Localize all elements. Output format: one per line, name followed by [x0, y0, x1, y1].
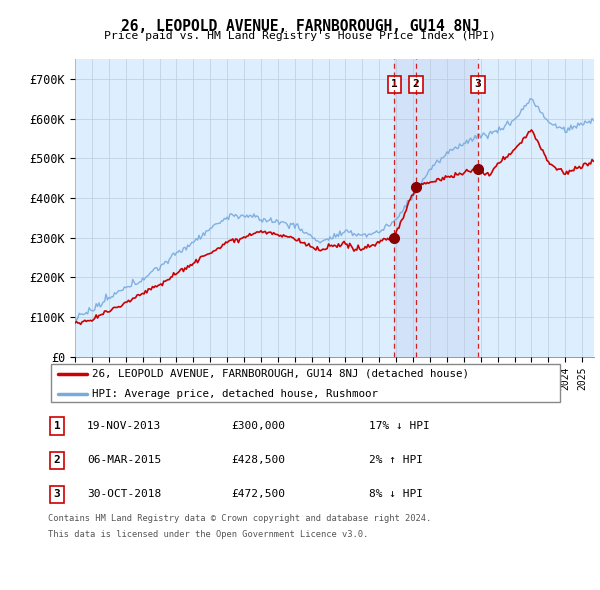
Text: 3: 3 — [475, 79, 481, 89]
Text: HPI: Average price, detached house, Rushmoor: HPI: Average price, detached house, Rush… — [92, 389, 378, 398]
Bar — [394, 59, 478, 357]
Text: 17% ↓ HPI: 17% ↓ HPI — [369, 421, 430, 431]
Text: 2: 2 — [53, 455, 61, 465]
Text: £472,500: £472,500 — [231, 490, 285, 499]
Text: 26, LEOPOLD AVENUE, FARNBOROUGH, GU14 8NJ (detached house): 26, LEOPOLD AVENUE, FARNBOROUGH, GU14 8N… — [92, 369, 469, 379]
Text: 19-NOV-2013: 19-NOV-2013 — [87, 421, 161, 431]
Text: 26, LEOPOLD AVENUE, FARNBOROUGH, GU14 8NJ: 26, LEOPOLD AVENUE, FARNBOROUGH, GU14 8N… — [121, 19, 479, 34]
Text: 1: 1 — [391, 79, 398, 89]
Text: Contains HM Land Registry data © Crown copyright and database right 2024.: Contains HM Land Registry data © Crown c… — [48, 514, 431, 523]
Text: Price paid vs. HM Land Registry's House Price Index (HPI): Price paid vs. HM Land Registry's House … — [104, 31, 496, 41]
Text: 8% ↓ HPI: 8% ↓ HPI — [369, 490, 423, 499]
Text: 2: 2 — [413, 79, 419, 89]
Text: 30-OCT-2018: 30-OCT-2018 — [87, 490, 161, 499]
Text: This data is licensed under the Open Government Licence v3.0.: This data is licensed under the Open Gov… — [48, 530, 368, 539]
Text: 1: 1 — [53, 421, 61, 431]
Text: 2% ↑ HPI: 2% ↑ HPI — [369, 455, 423, 465]
Text: £428,500: £428,500 — [231, 455, 285, 465]
Text: 06-MAR-2015: 06-MAR-2015 — [87, 455, 161, 465]
Text: £300,000: £300,000 — [231, 421, 285, 431]
Text: 3: 3 — [53, 490, 61, 499]
